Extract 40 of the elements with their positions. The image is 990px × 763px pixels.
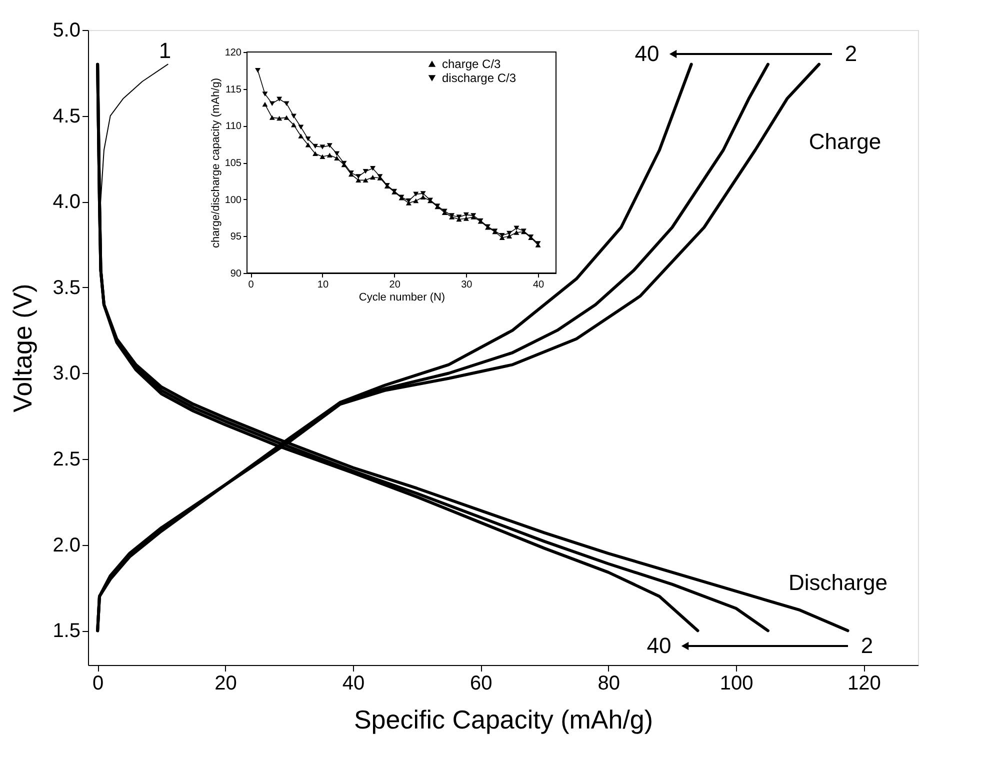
x-tick-label: 20: [214, 672, 237, 694]
y-tick-label: 4.0: [52, 191, 80, 214]
y-axis-title: Voltage (V): [8, 284, 38, 412]
y-tick-label: 120: [224, 48, 242, 58]
legend-label: charge C/3: [442, 57, 502, 71]
annotation: 2: [844, 41, 858, 66]
x-axis-title: Specific Capacity (mAh/g): [354, 704, 654, 734]
y-tick-label: 4.5: [52, 105, 80, 128]
legend-label: discharge C/3: [442, 71, 516, 85]
annotation: 1: [158, 38, 172, 63]
y-axis-title: charge/discharge capacity (mAh/g): [210, 78, 222, 248]
x-tick-label: 30: [461, 280, 473, 290]
x-tick-label: 20: [389, 280, 401, 290]
x-tick-label: 60: [470, 672, 492, 694]
y-tick-label: 110: [226, 121, 242, 132]
annotation: Charge: [808, 129, 882, 154]
y-tick-label: 1.5: [52, 620, 80, 642]
x-tick-label: 80: [598, 672, 620, 694]
y-tick-label: 95: [230, 232, 242, 243]
y-tick-label: 3.5: [52, 276, 80, 299]
y-tick-label: 105: [224, 158, 242, 169]
x-tick-label: 40: [342, 672, 365, 694]
annotation: 2: [860, 633, 874, 658]
x-tick-label: 10: [317, 280, 329, 290]
x-tick-label: 120: [848, 672, 881, 694]
y-tick-label: 2.5: [52, 448, 80, 471]
x-tick-label: 0: [248, 280, 254, 290]
y-tick-label: 90: [230, 268, 242, 280]
x-tick-label: 100: [720, 672, 754, 694]
x-axis-title: Cycle number (N): [358, 292, 446, 304]
annotation: 40: [646, 633, 672, 658]
y-tick-label: 5.0: [52, 20, 80, 42]
y-tick-label: 2.0: [52, 534, 80, 556]
y-tick-label: 100: [224, 194, 242, 206]
x-tick-label: 0: [92, 672, 104, 694]
annotation: Discharge: [788, 570, 888, 595]
y-tick-label: 3.0: [52, 362, 80, 385]
y-tick-label: 115: [226, 84, 242, 96]
x-tick-label: 40: [532, 280, 545, 290]
annotation: 40: [634, 41, 660, 66]
